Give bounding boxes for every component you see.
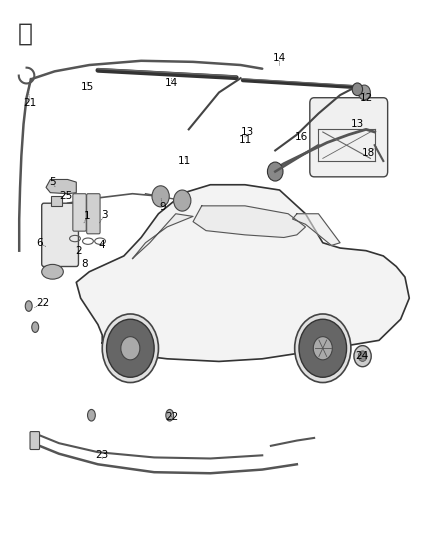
Bar	[51, 196, 62, 206]
Ellipse shape	[88, 409, 95, 421]
Ellipse shape	[42, 264, 64, 279]
Text: 2: 2	[75, 246, 82, 256]
Text: 24: 24	[355, 351, 368, 361]
Polygon shape	[46, 180, 76, 193]
Circle shape	[152, 186, 169, 207]
Text: 14: 14	[165, 78, 178, 88]
Text: 22: 22	[165, 412, 178, 422]
FancyBboxPatch shape	[73, 193, 86, 231]
Text: 15: 15	[81, 82, 94, 92]
Text: 25: 25	[60, 191, 73, 201]
Text: 𝔇: 𝔇	[18, 21, 33, 45]
FancyBboxPatch shape	[87, 193, 100, 234]
Text: 21: 21	[23, 98, 36, 108]
Text: 8: 8	[81, 259, 88, 269]
Text: 13: 13	[351, 119, 364, 129]
Polygon shape	[133, 214, 193, 259]
Circle shape	[121, 337, 140, 360]
Circle shape	[295, 314, 351, 383]
Circle shape	[352, 83, 363, 95]
Polygon shape	[76, 185, 409, 361]
Polygon shape	[293, 214, 340, 245]
Circle shape	[313, 337, 332, 360]
Text: 14: 14	[273, 53, 286, 63]
Text: 1: 1	[84, 212, 90, 221]
Ellipse shape	[166, 409, 173, 421]
Text: 12: 12	[360, 93, 373, 103]
Ellipse shape	[25, 301, 32, 311]
FancyBboxPatch shape	[42, 203, 78, 266]
Circle shape	[358, 85, 371, 100]
FancyBboxPatch shape	[310, 98, 388, 177]
Text: 3: 3	[101, 211, 108, 220]
Circle shape	[173, 190, 191, 211]
Circle shape	[102, 314, 159, 383]
Text: 9: 9	[159, 203, 166, 213]
Circle shape	[358, 351, 367, 361]
Circle shape	[106, 319, 154, 377]
FancyBboxPatch shape	[30, 432, 39, 449]
Text: 18: 18	[361, 148, 375, 158]
Circle shape	[299, 319, 346, 377]
Polygon shape	[193, 206, 305, 238]
Text: 23: 23	[95, 450, 109, 461]
Text: 4: 4	[99, 240, 106, 251]
Text: 6: 6	[36, 238, 43, 248]
Text: 22: 22	[36, 298, 49, 309]
Text: 13: 13	[240, 127, 254, 137]
Circle shape	[268, 162, 283, 181]
Text: 16: 16	[294, 132, 308, 142]
Text: 11: 11	[238, 135, 251, 145]
Ellipse shape	[32, 322, 39, 333]
Text: 5: 5	[49, 177, 56, 187]
Text: 11: 11	[178, 156, 191, 166]
Circle shape	[354, 345, 371, 367]
